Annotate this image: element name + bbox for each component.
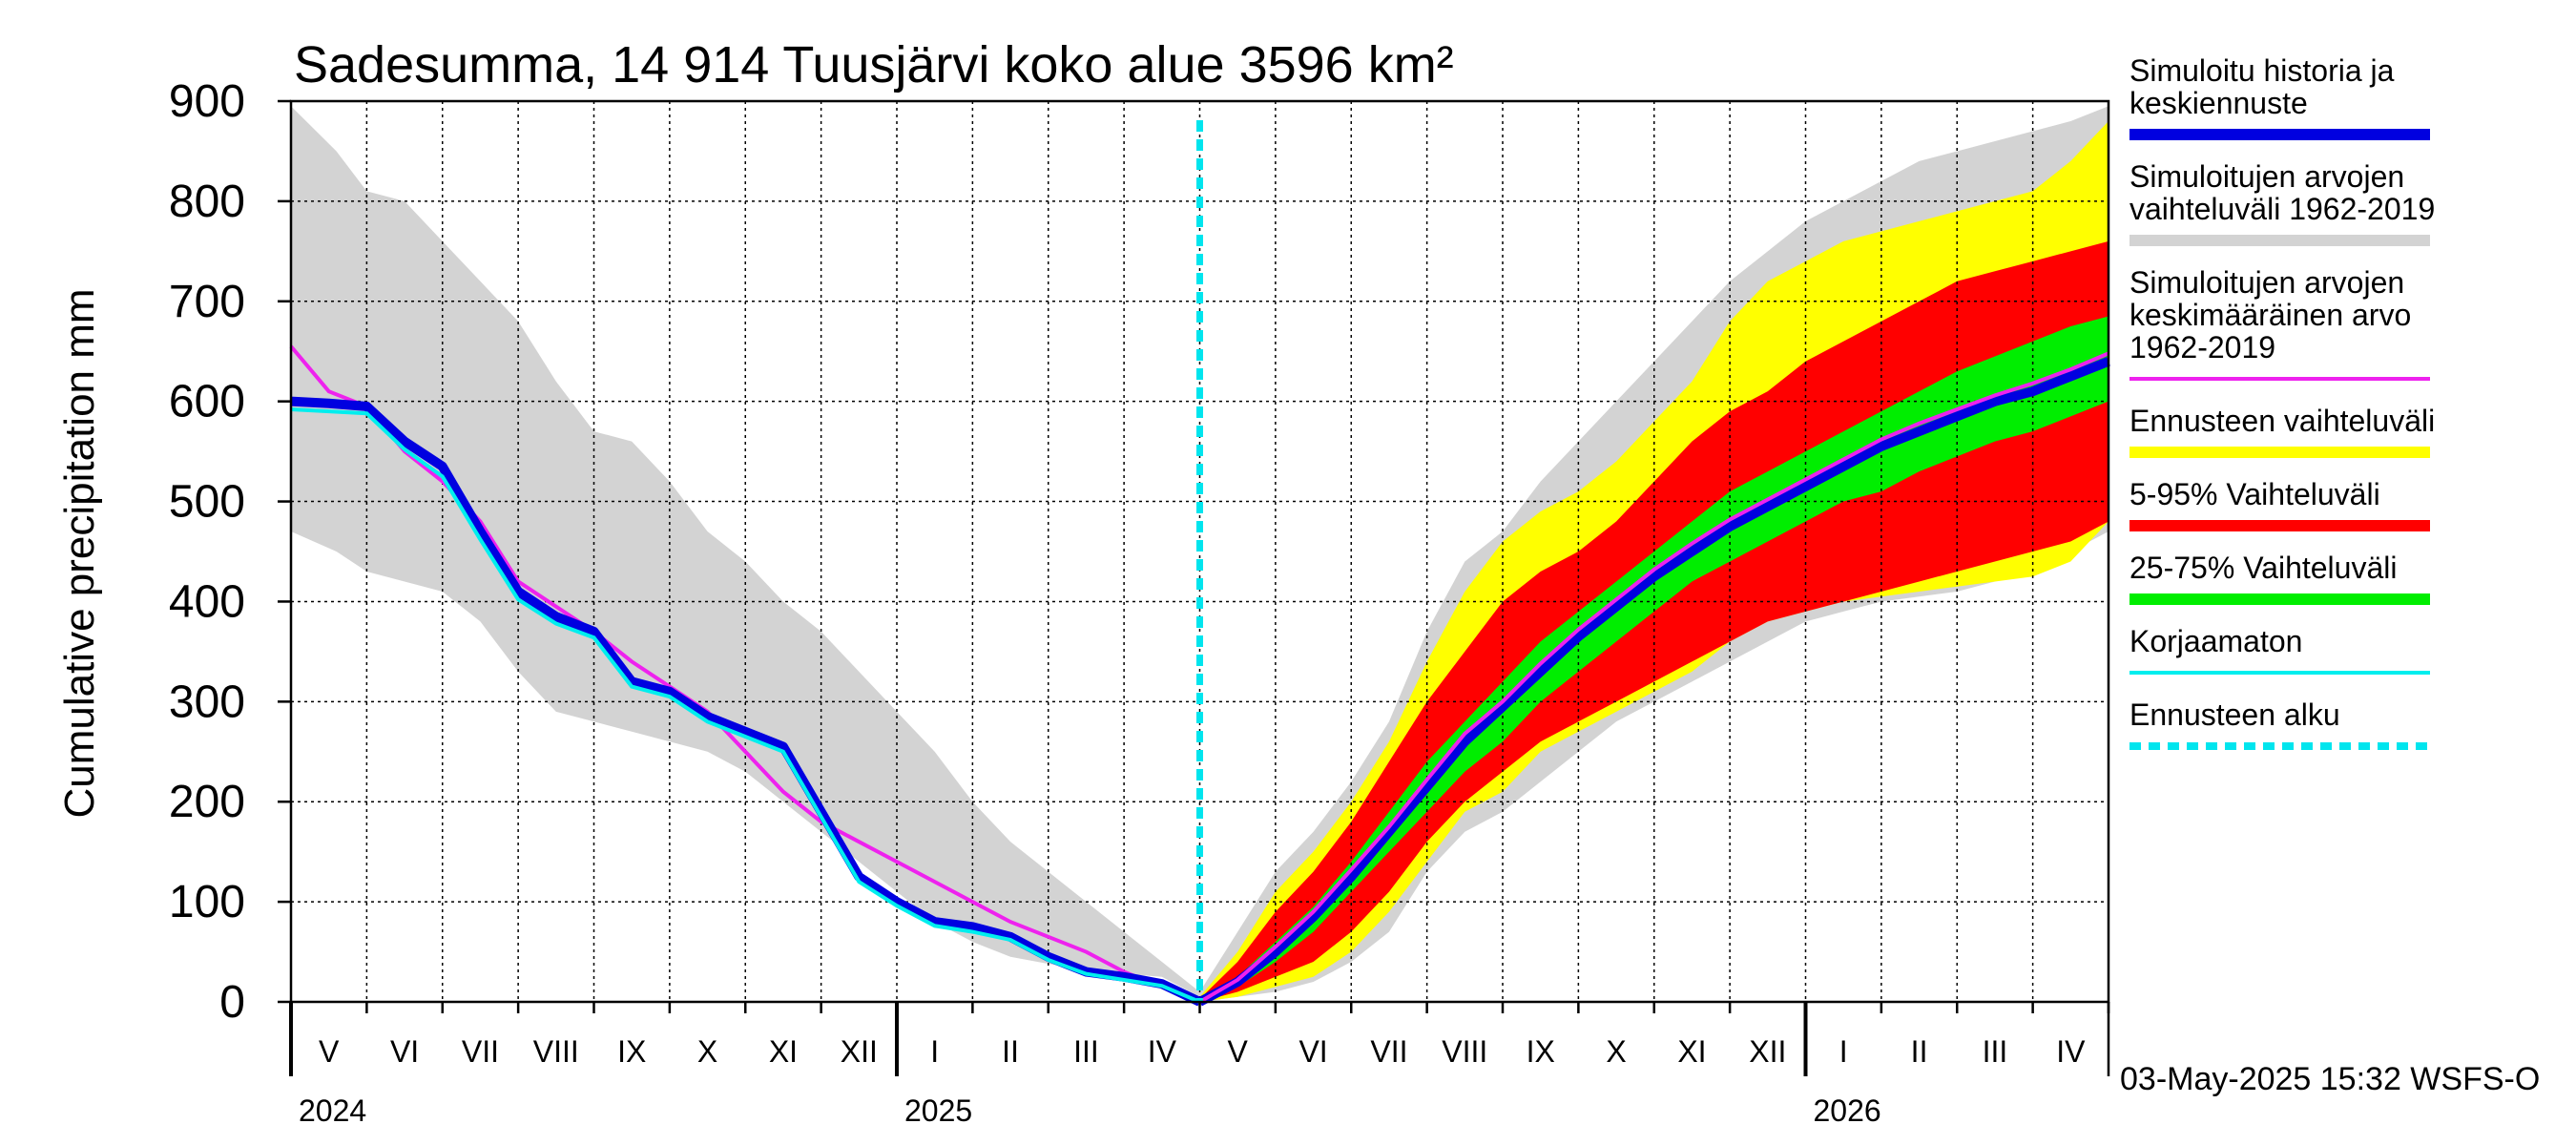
y-tick-label: 200 [169,777,245,827]
y-tick-label: 0 [219,977,245,1028]
year-label: 2024 [299,1093,366,1128]
month-label: VII [462,1034,499,1069]
line-forecast-mean [1198,351,2109,1004]
month-label: V [319,1034,340,1069]
y-tick-label: 400 [169,576,245,627]
legend-text-mean_hist: 1962-2019 [2129,330,2275,364]
legend-text-history: Simuloitu historia ja [2129,53,2395,88]
month-label: III [1073,1034,1099,1069]
y-tick-label: 500 [169,477,245,528]
month-label: XII [841,1034,878,1069]
y-tick-label: 900 [169,76,245,127]
month-label: X [1606,1034,1626,1069]
x-axis-ticks: V VI VII VIII IX X XI XII I II III IV V VI VII VIII IX X X… [289,1002,2110,1128]
month-label: VII [1370,1034,1407,1069]
y-tick-label: 700 [169,277,245,327]
month-label: II [1002,1034,1019,1069]
month-label: VI [1298,1034,1327,1069]
line-historical-mean [289,344,1201,1004]
y-tick-label: 800 [169,177,245,227]
legend-text-mean_hist: keskimääräinen arvo [2129,298,2411,332]
year-label: 2025 [904,1093,972,1128]
footer-timestamp: 03-May-2025 15:32 WSFS-O [2120,1061,2540,1097]
month-label: II [1911,1034,1928,1069]
line-uncorrected [290,407,1201,1004]
month-label: X [697,1034,717,1069]
legend-text-fc_start: Ennusteen alku [2129,697,2340,732]
month-label: IX [617,1034,646,1069]
legend-text-history: keskiennuste [2129,86,2308,120]
legend-text-p25_75: 25-75% Vaihteluväli [2129,551,2397,585]
month-label: I [1839,1034,1848,1069]
legend-text-fc_range: Ennusteen vaihteluväli [2129,404,2435,438]
month-label: IV [2056,1034,2086,1069]
y-axis-label: Cumulative precipitation mm [56,288,103,818]
chart-title: Sadesumma, 14 914 Tuusjärvi koko alue 35… [294,36,1454,94]
legend-text-range_hist: vaihteluväli 1962-2019 [2129,192,2435,226]
month-label: III [1983,1034,2008,1069]
month-label: I [930,1034,939,1069]
month-label: VIII [1442,1034,1487,1069]
month-label: IX [1527,1034,1555,1069]
month-label: XI [769,1034,798,1069]
month-label: V [1228,1034,1249,1069]
legend-text-raw: Korjaamaton [2129,624,2302,658]
month-label: IV [1148,1034,1177,1069]
line-forecast-median [1197,357,2110,1007]
line-simulated-history [290,396,1202,1007]
year-label: 2026 [1814,1093,1881,1128]
month-label: VIII [533,1034,579,1069]
data-lines [289,120,2110,1007]
legend-text-range_hist: Simuloitujen arvojen [2129,159,2404,194]
legend-text-mean_hist: Simuloitujen arvojen [2129,265,2404,300]
month-label: XII [1749,1034,1786,1069]
y-axis-ticks: 0 100 200 300 400 500 600 700 800 900 [169,76,291,1028]
y-tick-label: 300 [169,677,245,727]
month-label: XI [1677,1034,1706,1069]
y-tick-label: 100 [169,877,245,927]
legend-text-p5_95: 5-95% Vaihteluväli [2129,477,2380,511]
band-25-75-percentile [1199,316,2109,1002]
month-label: VI [390,1034,419,1069]
y-tick-label: 600 [169,377,245,427]
